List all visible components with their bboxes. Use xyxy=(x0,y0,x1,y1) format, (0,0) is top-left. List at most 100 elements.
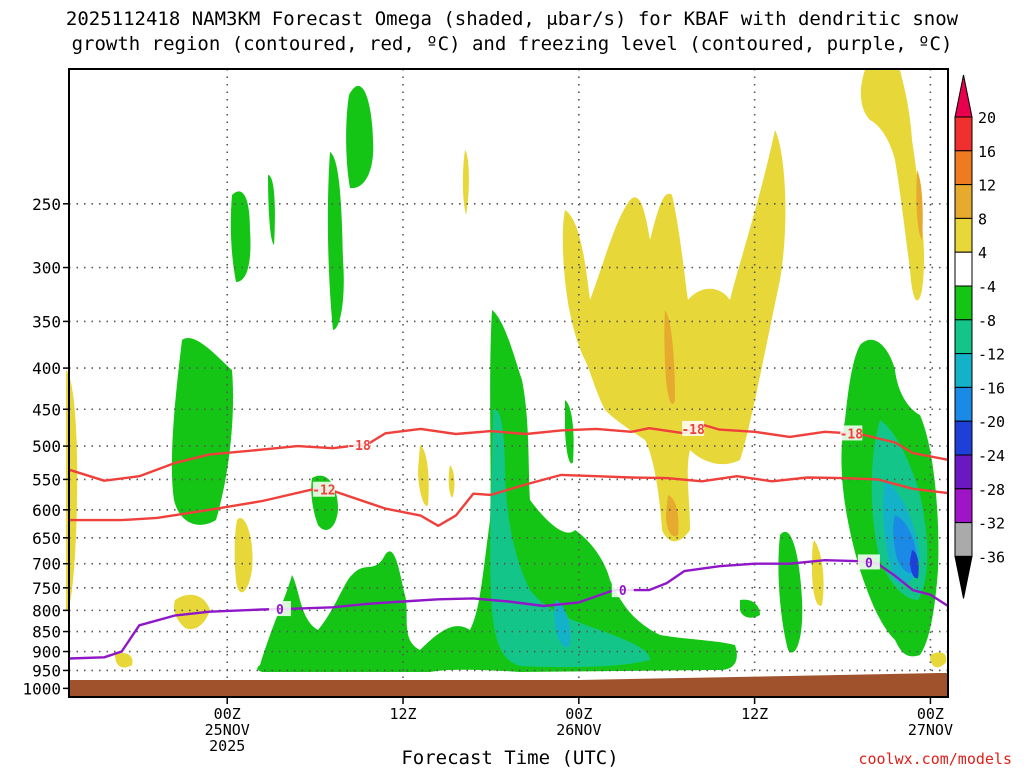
colorbar-label-1: 16 xyxy=(978,143,996,161)
omega-area xyxy=(740,599,760,618)
y-tick-label-650: 650 xyxy=(32,529,61,548)
omega-area xyxy=(901,610,911,655)
omega-shading xyxy=(66,70,947,672)
contour-label-bg xyxy=(348,437,371,453)
y-tick-label-800: 800 xyxy=(32,601,61,620)
colorbar-label-9: -20 xyxy=(978,413,1005,431)
omega-area xyxy=(66,370,78,610)
y-tick-label-750: 750 xyxy=(32,579,61,598)
y-tick-label-400: 400 xyxy=(32,359,61,378)
colorbar-label-7: -12 xyxy=(978,346,1005,364)
omega-area xyxy=(490,409,650,668)
contour-line--12 xyxy=(69,473,949,527)
y-tick-label-1000: 1000 xyxy=(22,679,61,698)
colorbar-label-0: 20 xyxy=(978,109,996,127)
colorbar-top-arrow xyxy=(954,74,973,118)
colorbar-segment-6 xyxy=(954,285,973,321)
colorbar-label-11: -28 xyxy=(978,481,1005,499)
omega-area xyxy=(565,400,574,464)
x-tick-label-2-0: 00Z xyxy=(565,705,592,723)
y-tick-label-250: 250 xyxy=(32,195,61,214)
y-tick-label-550: 550 xyxy=(32,470,61,489)
contour-label-0-2: 0 xyxy=(865,556,873,571)
colorbar-segment-3 xyxy=(954,184,973,219)
colorbar-label-10: -24 xyxy=(978,447,1005,465)
colorbar-segment-8 xyxy=(954,353,973,388)
omega-area xyxy=(234,518,253,593)
y-tick-label-350: 350 xyxy=(32,312,61,331)
y-tick-label-700: 700 xyxy=(32,555,61,574)
chart-title-line2: growth region (contoured, red, ºC) and f… xyxy=(72,33,953,55)
omega-area xyxy=(230,191,251,282)
x-tick-label-0-2: 2025 xyxy=(209,737,245,755)
x-tick-label-0-0: 00Z xyxy=(214,705,241,723)
contour-label-bg xyxy=(312,481,335,497)
omega-area xyxy=(115,653,133,668)
colorbar-segment-2 xyxy=(954,150,973,186)
contour-label--12-0: -12 xyxy=(312,484,335,499)
contour-label--18-1: -18 xyxy=(681,423,705,438)
contour-label-bg xyxy=(268,601,291,617)
y-axis: 2503003504004505005506006507007508008509… xyxy=(22,195,69,698)
colorbar-segment-10 xyxy=(954,420,973,456)
omega-area xyxy=(448,465,455,498)
x-tick-label-3-0: 12Z xyxy=(741,705,768,723)
colorbar-label-3: 8 xyxy=(978,210,987,228)
contours: -18 -18 -18 -12 0 0 0 xyxy=(68,420,949,660)
omega-area xyxy=(916,170,923,240)
omega-area xyxy=(268,175,275,245)
x-tick-label-1-0: 12Z xyxy=(389,705,416,723)
contour-label-bg xyxy=(857,554,880,570)
y-tick-label-900: 900 xyxy=(32,643,61,662)
y-tick-label-950: 950 xyxy=(32,661,61,680)
omega-area xyxy=(860,70,925,301)
contour-label-0-1: 0 xyxy=(619,584,627,599)
contour-label-0-0: 0 xyxy=(276,603,284,618)
y-tick-label-450: 450 xyxy=(32,400,61,419)
omega-area xyxy=(554,600,571,648)
colorbar-segment-5 xyxy=(954,251,973,287)
omega-area xyxy=(562,130,786,542)
colorbar-bottom-arrow xyxy=(954,555,973,599)
omega-area xyxy=(778,531,803,653)
x-axis-title: Forecast Time (UTC) xyxy=(401,747,618,768)
chart-title-line1: 2025112418 NAM3KM Forecast Omega (shaded… xyxy=(66,8,959,30)
omega-area xyxy=(812,540,824,606)
omega-area xyxy=(418,445,429,506)
omega-area xyxy=(174,594,210,630)
colorbar-segment-12 xyxy=(954,488,973,524)
omega-area xyxy=(666,495,679,537)
contour-label-bg xyxy=(840,425,863,441)
x-tick-label-4-1: 27NOV xyxy=(908,721,953,739)
colorbar-segment-1 xyxy=(954,116,973,152)
colorbar-label-13: -36 xyxy=(978,548,1005,566)
omega-area xyxy=(327,152,344,330)
colorbar-segment-7 xyxy=(954,319,973,355)
omega-area xyxy=(346,85,374,189)
omega-area xyxy=(171,337,234,525)
contour-label-bg xyxy=(682,420,705,436)
colorbar-segment-13 xyxy=(954,522,973,557)
colorbar-label-12: -32 xyxy=(978,515,1005,533)
credit-text: coolwx.com/models xyxy=(858,750,1012,768)
colorbar-segment-9 xyxy=(954,386,973,422)
terrain xyxy=(69,673,948,697)
colorbar-segment-4 xyxy=(954,217,973,253)
contour-label--18-0: -18 xyxy=(347,439,371,454)
x-tick-label-0-1: 25NOV xyxy=(205,721,250,739)
colorbar-label-4: 4 xyxy=(978,244,987,262)
x-tick-label-4-0: 00Z xyxy=(917,705,944,723)
colorbar-label-8: -16 xyxy=(978,379,1005,397)
y-tick-label-500: 500 xyxy=(32,437,61,456)
omega-area xyxy=(910,550,919,579)
omega-area xyxy=(930,652,947,668)
contour-label--18-2: -18 xyxy=(840,427,864,442)
x-tick-label-2-1: 26NOV xyxy=(556,721,601,739)
colorbar-label-5: -4 xyxy=(978,278,996,296)
contour-label-bg xyxy=(611,582,634,598)
y-tick-label-850: 850 xyxy=(32,623,61,642)
colorbar: 20 16 12 8 4 -4 -8 -12 -16 -20 -24 -28 -32 -36 xyxy=(954,74,1005,599)
colorbar-segment-11 xyxy=(954,454,973,490)
colorbar-label-6: -8 xyxy=(978,312,996,330)
